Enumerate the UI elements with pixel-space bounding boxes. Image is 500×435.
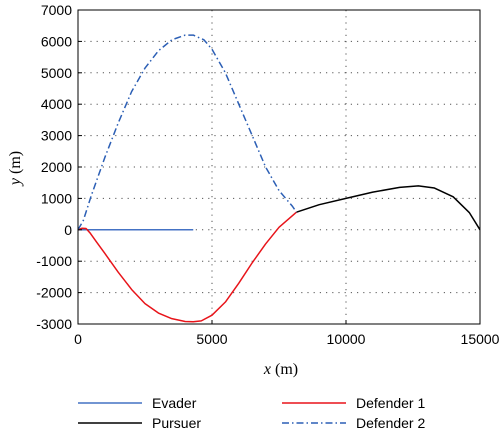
x-tick-label: 15000 (461, 331, 500, 347)
series-line-pursuer (296, 185, 481, 231)
y-tick-label: 4000 (41, 96, 72, 112)
y-tick-label: -2000 (36, 285, 72, 301)
x-tick-label: 5000 (196, 331, 227, 347)
y-tick-label: -3000 (36, 316, 72, 332)
x-axis-label: x (m) (263, 361, 298, 378)
y-tick-label: -1000 (36, 253, 72, 269)
grid (78, 10, 480, 324)
y-tick-label: 1000 (41, 190, 72, 206)
x-tick-label: 10000 (327, 331, 366, 347)
x-tick-label: 0 (74, 331, 82, 347)
legend-label-pursuer: Pursuer (152, 415, 201, 431)
y-tick-label: 6000 (41, 33, 72, 49)
axis-ticks: 0 5000 10000 15000 -3000 -2000 -1000 0 1000 2000 3… (36, 2, 499, 347)
y-tick-label: 2000 (41, 159, 72, 175)
series-lines (77, 34, 481, 323)
y-tick-label: 5000 (41, 65, 72, 81)
y-tick-label: 7000 (41, 2, 72, 18)
series-line-defender-1 (77, 211, 297, 323)
y-tick-label: 3000 (41, 128, 72, 144)
series-line-defender-2 (77, 34, 298, 231)
legend-label-defender-1: Defender 1 (356, 395, 425, 411)
y-tick-label: 0 (64, 222, 72, 238)
y-axis-label: y (m) (7, 151, 24, 187)
legend-label-evader: Evader (152, 395, 197, 411)
legend-label-defender-2: Defender 2 (356, 415, 425, 431)
legend: Evader Pursuer Defender 1 Defender 2 (78, 395, 425, 431)
